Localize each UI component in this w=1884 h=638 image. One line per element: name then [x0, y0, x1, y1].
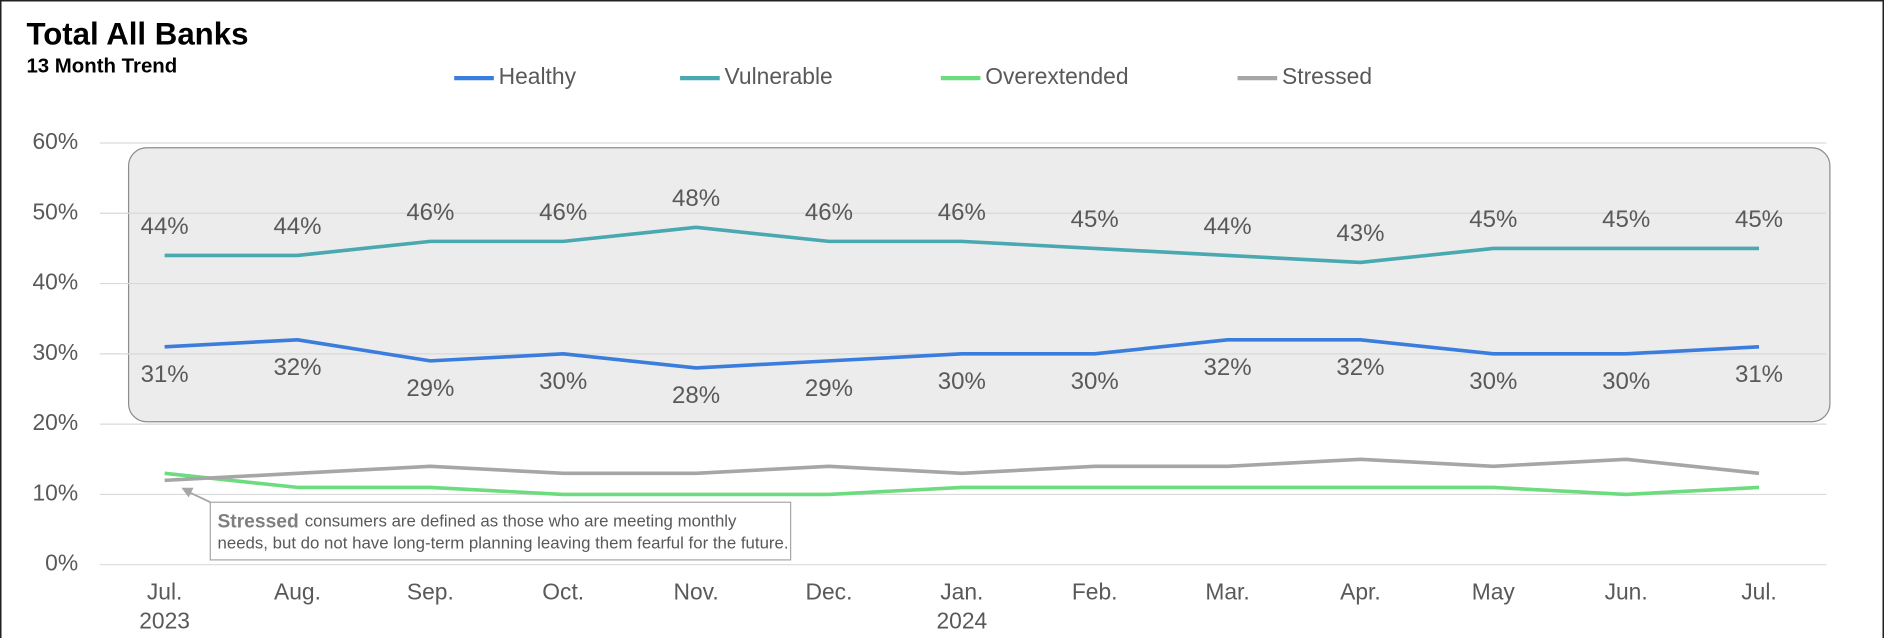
data-label: 28%	[672, 382, 720, 409]
series-line	[164, 457, 1760, 483]
x-tick-label: Jul. 2023	[139, 579, 190, 634]
x-tick-label: Jul.	[1741, 579, 1777, 605]
data-label: 31%	[1735, 361, 1783, 388]
legend-label: Overextended	[985, 63, 1128, 89]
data-label: 30%	[539, 368, 587, 395]
legend-label: Vulnerable	[725, 63, 833, 89]
x-tick-label: May	[1472, 579, 1516, 605]
annotation-line: consumers are defined as those who are m…	[305, 512, 737, 531]
data-label: 29%	[406, 375, 454, 402]
y-tick-label: 10%	[32, 479, 78, 505]
annotation-line: needs, but do not have long-term plannin…	[217, 534, 788, 553]
data-label: 32%	[1336, 354, 1384, 381]
data-label: 30%	[938, 368, 986, 395]
data-label: 45%	[1071, 206, 1119, 233]
legend-label: Stressed	[1282, 63, 1372, 89]
legend-label: Healthy	[499, 63, 577, 89]
data-label: 32%	[1204, 354, 1252, 381]
x-tick-label: Sep.	[407, 579, 454, 605]
data-label: 30%	[1602, 368, 1650, 395]
data-label: 29%	[805, 375, 853, 402]
data-label: 43%	[1336, 220, 1384, 247]
annotation-bold: Stressed	[217, 512, 298, 533]
y-tick-label: 20%	[32, 409, 78, 435]
annotation-arrowhead	[181, 487, 194, 498]
series-line	[164, 225, 1760, 265]
data-label: 45%	[1735, 206, 1783, 233]
x-tick-label: Oct.	[542, 579, 584, 605]
data-label: 46%	[805, 199, 853, 226]
x-tick-label: Dec.	[806, 579, 853, 605]
chart-title: Total All Banks	[26, 16, 248, 51]
data-label: 32%	[273, 354, 321, 381]
data-label: 46%	[539, 199, 587, 226]
annotation-box	[209, 501, 792, 561]
x-tick-label: Feb.	[1072, 579, 1118, 605]
y-tick-label: 0%	[45, 550, 78, 576]
series-line	[164, 337, 1760, 370]
data-label: 30%	[1469, 368, 1517, 395]
data-label: 44%	[273, 213, 321, 240]
y-tick-label: 50%	[32, 198, 78, 224]
data-label: 46%	[406, 199, 454, 226]
data-label: 48%	[672, 185, 720, 212]
data-label: 46%	[938, 199, 986, 226]
y-tick-label: 30%	[32, 339, 78, 365]
data-label: 45%	[1469, 206, 1517, 233]
x-tick-label: Apr.	[1340, 579, 1381, 605]
series-line	[164, 471, 1760, 497]
x-tick-label: Jun.	[1605, 579, 1648, 605]
data-label: 30%	[1071, 368, 1119, 395]
x-tick-label: Mar.	[1205, 579, 1249, 605]
x-tick-label: Nov.	[673, 579, 718, 605]
x-tick-label: Jan. 2024	[936, 579, 987, 634]
x-tick-label: Aug.	[274, 579, 321, 605]
data-label: 31%	[141, 361, 189, 388]
y-tick-label: 40%	[32, 269, 78, 295]
y-tick-label: 60%	[32, 128, 78, 154]
data-label: 44%	[141, 213, 189, 240]
data-label: 44%	[1204, 213, 1252, 240]
annotation-arrow	[187, 490, 211, 504]
data-label: 45%	[1602, 206, 1650, 233]
annotation-text: Stressed consumers are defined as those w…	[217, 512, 737, 533]
chart-subtitle: 13 Month Trend	[26, 56, 177, 78]
